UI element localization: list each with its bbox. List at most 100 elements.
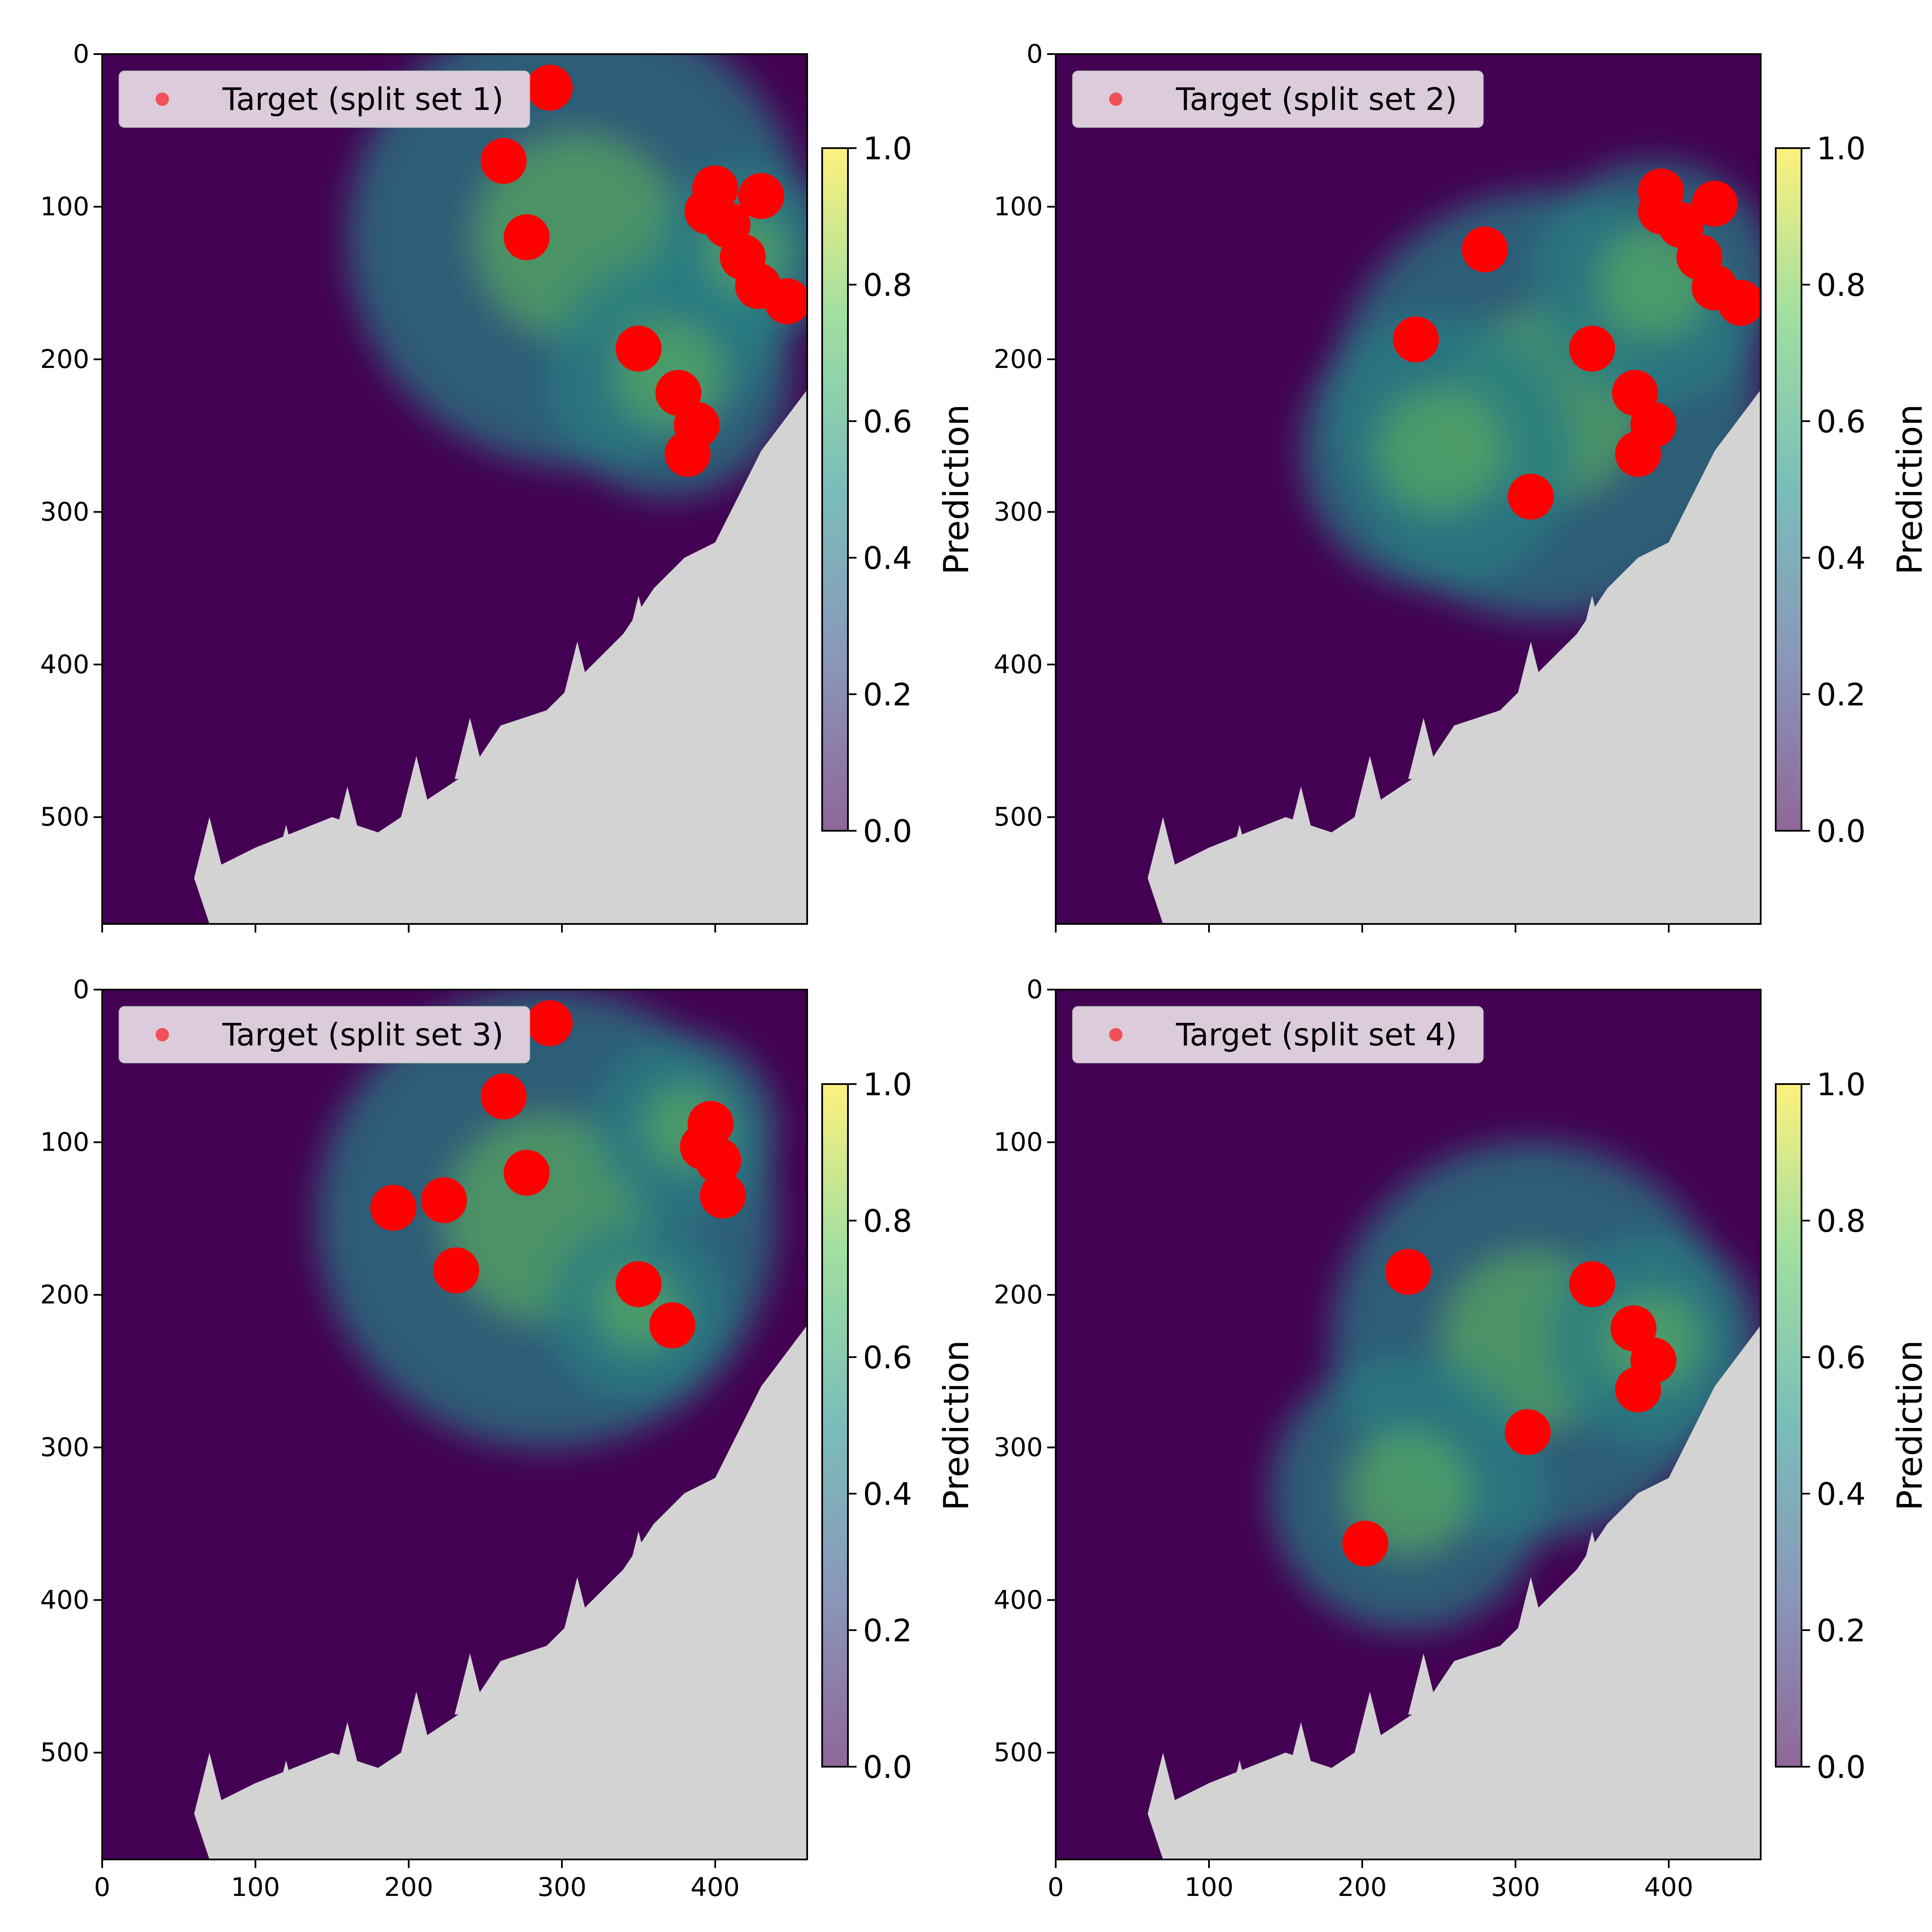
x-tick-label: 0 — [1048, 1872, 1064, 1902]
axes-frame — [101, 989, 808, 1860]
prediction-field-core — [1376, 389, 1501, 513]
fjord-inlet — [270, 1760, 302, 1822]
x-tick-label: 200 — [1338, 1872, 1387, 1902]
plot-area — [102, 54, 807, 924]
y-tick-label: 100 — [40, 191, 89, 222]
colorbar-label: Prediction — [1890, 1340, 1930, 1510]
colorbar-tick-label: 0.4 — [1817, 540, 1866, 576]
y-tick-label: 400 — [40, 1585, 89, 1615]
x-tick-label: 0 — [94, 1872, 110, 1902]
y-tick-label: 0 — [1027, 39, 1043, 69]
target-point — [526, 64, 573, 111]
colorbar-tick-label: 0.4 — [863, 1476, 912, 1512]
land-mass — [1148, 990, 1761, 1859]
y-tick-label: 500 — [993, 1738, 1043, 1768]
plot-area — [1056, 990, 1761, 1859]
y-tick-label: 300 — [40, 497, 89, 527]
legend-label: Target (split set 1) — [222, 81, 504, 117]
target-point — [504, 214, 550, 261]
fjord-inlet — [332, 787, 363, 848]
colorbar-tick-label: 0.6 — [1817, 1340, 1866, 1376]
target-point — [649, 1302, 696, 1349]
fjord-inlet — [270, 824, 302, 886]
legend-box — [118, 70, 530, 128]
colorbar-tick-label: 0.4 — [863, 540, 912, 576]
colorbar-label: Prediction — [936, 404, 976, 574]
fjord-inlet — [1577, 1531, 1608, 1592]
y-tick-label: 500 — [993, 802, 1043, 832]
x-tick-label: 200 — [384, 1872, 434, 1902]
target-point — [1385, 1249, 1431, 1295]
colorbar: 0.0 0.2 0.4 0.6 0.8 1.0 Prediction — [821, 131, 976, 849]
y-tick-label: 200 — [993, 344, 1043, 374]
fjord-inlet — [623, 1531, 654, 1592]
fjord-inlet — [455, 1653, 486, 1715]
y-tick-label: 400 — [40, 650, 89, 680]
colorbar-tick-label: 0.4 — [1817, 1476, 1866, 1512]
y-tick-label: 400 — [993, 1585, 1043, 1615]
legend-label: Target (split set 2) — [1176, 81, 1457, 117]
colorbar-tick-label: 1.0 — [863, 131, 912, 167]
target-point — [1508, 474, 1554, 520]
target-point — [738, 173, 784, 219]
land-mass — [194, 990, 807, 1859]
target-point — [421, 1177, 467, 1224]
colorbar-frame — [1775, 147, 1802, 832]
fjord-inlet — [1148, 1753, 1179, 1814]
axes-frame — [1055, 989, 1762, 1860]
target-point — [504, 1149, 550, 1196]
fjord-inlet — [562, 641, 593, 703]
legend-marker — [1109, 92, 1123, 106]
colorbar-tick-label: 0.0 — [863, 813, 912, 849]
fjord-inlet — [1515, 641, 1546, 703]
target-point — [1504, 1409, 1551, 1455]
colorbar-tick-label: 1.0 — [863, 1066, 912, 1103]
colorbar-gradient — [822, 1084, 848, 1767]
plot-area — [1056, 54, 1761, 924]
colorbar: 0.0 0.2 0.4 0.6 0.8 1.0 Prediction — [1775, 131, 1930, 849]
y-tick-label: 300 — [993, 497, 1043, 527]
x-tick-label: 400 — [691, 1872, 740, 1902]
colorbar: 0.0 0.2 0.4 0.6 0.8 1.0 Prediction — [821, 1066, 976, 1785]
target-point — [1615, 431, 1661, 477]
fjord-inlet — [1224, 1760, 1255, 1822]
fjord-inlet — [1224, 824, 1255, 886]
fjord-inlet — [401, 756, 432, 817]
legend-box — [118, 1006, 530, 1063]
plot-area — [102, 990, 807, 1859]
colorbar-tick-label: 0.8 — [863, 1203, 912, 1239]
y-tick-label: 0 — [73, 975, 89, 1005]
legend-box — [1072, 70, 1484, 128]
fjord-inlet — [1515, 1577, 1546, 1638]
x-tick-label: 100 — [231, 1872, 280, 1902]
map-panel-3: 0 100 200 300 400 500 0 100 200 300 400 Target (spl… — [40, 975, 976, 1902]
colorbar-gradient — [1776, 1084, 1801, 1767]
legend-marker — [155, 1028, 169, 1042]
y-tick-label: 200 — [40, 1280, 89, 1310]
fjord-inlet — [194, 817, 225, 878]
colorbar-frame — [821, 147, 849, 832]
colorbar-frame — [1775, 1083, 1802, 1768]
target-point — [370, 1185, 416, 1231]
fjord-inlet — [1355, 1692, 1385, 1753]
legend-marker — [1109, 1028, 1123, 1042]
y-tick-label: 200 — [993, 1280, 1043, 1310]
legend-label: Target (split set 3) — [222, 1017, 504, 1053]
fjord-inlet — [1285, 1722, 1316, 1783]
x-tick-label: 400 — [1644, 1872, 1694, 1902]
colorbar-frame — [821, 1083, 849, 1768]
target-point — [695, 1137, 741, 1184]
y-tick-label: 200 — [40, 344, 89, 374]
colorbar-tick-label: 0.2 — [1817, 677, 1866, 713]
target-point — [665, 431, 711, 477]
target-point — [526, 1000, 573, 1046]
colorbar-tick-label: 0.6 — [863, 404, 912, 440]
fjord-inlet — [562, 1577, 593, 1638]
y-tick-label: 100 — [993, 1127, 1043, 1157]
fjord-inlet — [623, 595, 654, 657]
target-point — [1615, 1366, 1661, 1413]
colorbar: 0.0 0.2 0.4 0.6 0.8 1.0 Prediction — [1775, 1066, 1930, 1785]
target-point — [1393, 316, 1439, 363]
